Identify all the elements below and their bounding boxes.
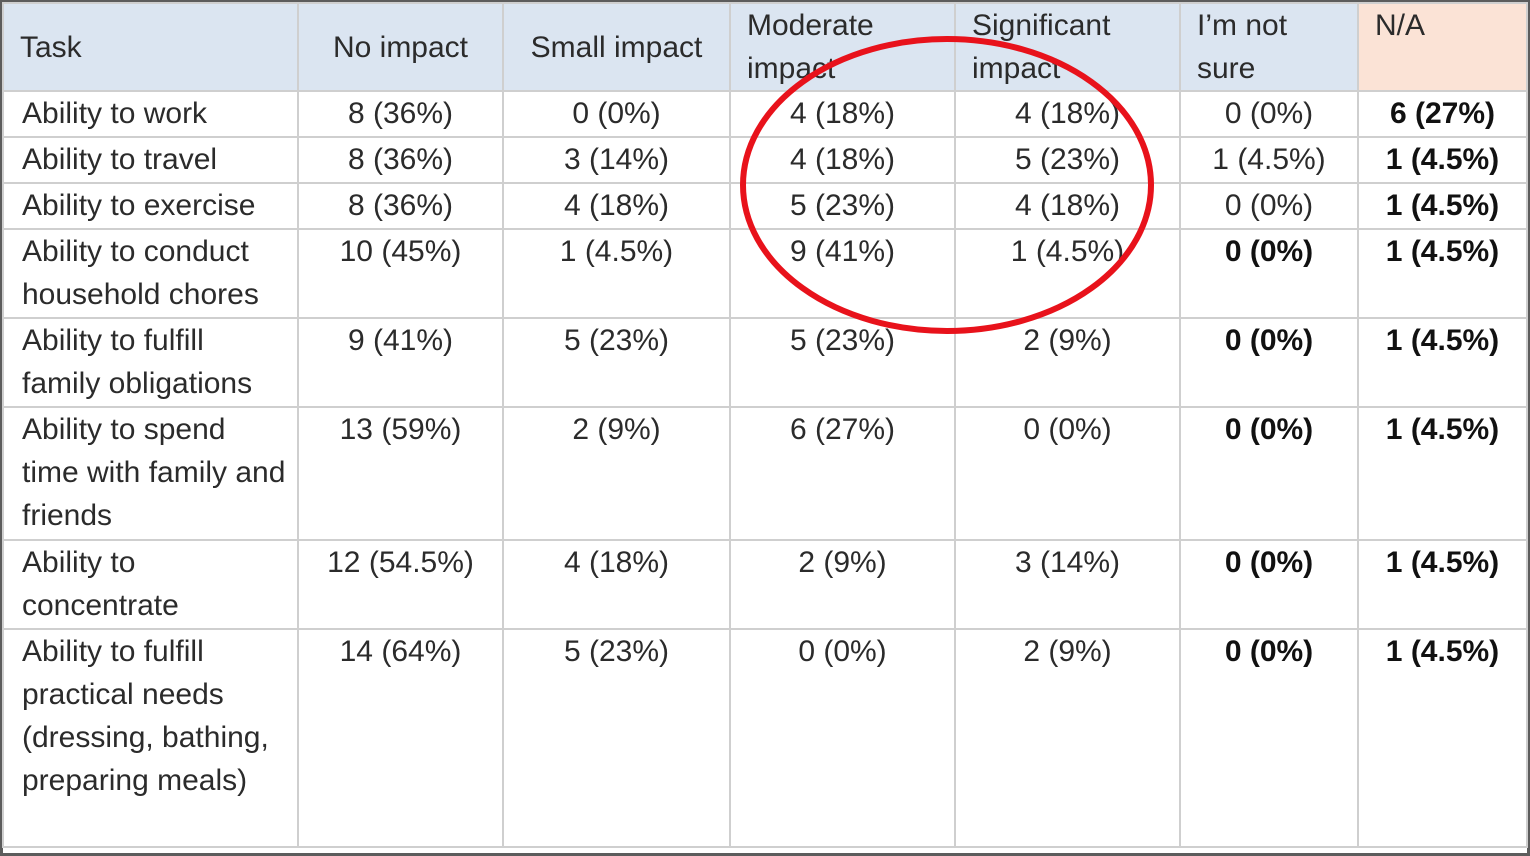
- significant-impact-cell: 4 (18%): [954, 182, 1181, 230]
- na-cell: 1 (4.5%): [1357, 406, 1528, 541]
- header-not-sure: I’m not sure: [1179, 2, 1359, 92]
- table-row: Ability to exercise 8 (36%) 4 (18%) 5 (2…: [2, 182, 1528, 230]
- task-cell: Ability to travel: [2, 136, 299, 184]
- moderate-impact-cell: 9 (41%): [729, 228, 956, 319]
- table-row: Ability to conduct household chores 10 (…: [2, 228, 1528, 319]
- task-cell: Ability to fulfill family obligations: [2, 317, 299, 408]
- not-sure-cell: 0 (0%): [1179, 317, 1359, 408]
- small-impact-cell: 5 (23%): [502, 628, 731, 848]
- moderate-impact-cell: 5 (23%): [729, 317, 956, 408]
- significant-impact-cell: 3 (14%): [954, 539, 1181, 630]
- header-no-impact: No impact: [297, 2, 504, 92]
- na-cell: 1 (4.5%): [1357, 182, 1528, 230]
- na-cell: 1 (4.5%): [1357, 136, 1528, 184]
- significant-impact-cell: 5 (23%): [954, 136, 1181, 184]
- moderate-impact-cell: 6 (27%): [729, 406, 956, 541]
- small-impact-cell: 5 (23%): [502, 317, 731, 408]
- na-cell: 1 (4.5%): [1357, 628, 1528, 848]
- no-impact-cell: 9 (41%): [297, 317, 504, 408]
- task-cell: Ability to work: [2, 90, 299, 138]
- not-sure-cell: 0 (0%): [1179, 90, 1359, 138]
- small-impact-cell: 3 (14%): [502, 136, 731, 184]
- significant-impact-cell: 1 (4.5%): [954, 228, 1181, 319]
- not-sure-cell: 0 (0%): [1179, 539, 1359, 630]
- na-cell: 1 (4.5%): [1357, 539, 1528, 630]
- na-cell: 1 (4.5%): [1357, 317, 1528, 408]
- significant-impact-cell: 4 (18%): [954, 90, 1181, 138]
- table-row: Ability to fulfill practical needs (dres…: [2, 628, 1528, 848]
- table-row: Ability to spend time with family and fr…: [2, 406, 1528, 541]
- task-cell: Ability to conduct household chores: [2, 228, 299, 319]
- header-na: N/A: [1357, 2, 1528, 92]
- not-sure-cell: 0 (0%): [1179, 406, 1359, 541]
- header-task: Task: [2, 2, 299, 92]
- na-cell: 6 (27%): [1357, 90, 1528, 138]
- table-row: Ability to work 8 (36%) 0 (0%) 4 (18%) 4…: [2, 90, 1528, 138]
- no-impact-cell: 8 (36%): [297, 136, 504, 184]
- table-row: Ability to fulfill family obligations 9 …: [2, 317, 1528, 408]
- moderate-impact-cell: 0 (0%): [729, 628, 956, 848]
- table-row: Ability to travel 8 (36%) 3 (14%) 4 (18%…: [2, 136, 1528, 184]
- header-small-impact: Small impact: [502, 2, 731, 92]
- no-impact-cell: 14 (64%): [297, 628, 504, 848]
- significant-impact-cell: 2 (9%): [954, 628, 1181, 848]
- small-impact-cell: 0 (0%): [502, 90, 731, 138]
- na-cell: 1 (4.5%): [1357, 228, 1528, 319]
- task-cell: Ability to fulfill practical needs (dres…: [2, 628, 299, 848]
- not-sure-cell: 1 (4.5%): [1179, 136, 1359, 184]
- moderate-impact-cell: 2 (9%): [729, 539, 956, 630]
- moderate-impact-cell: 4 (18%): [729, 90, 956, 138]
- header-moderate-impact: Moderate impact: [729, 2, 956, 92]
- small-impact-cell: 4 (18%): [502, 182, 731, 230]
- not-sure-cell: 0 (0%): [1179, 182, 1359, 230]
- no-impact-cell: 8 (36%): [297, 182, 504, 230]
- task-cell: Ability to spend time with family and fr…: [2, 406, 299, 541]
- no-impact-cell: 12 (54.5%): [297, 539, 504, 630]
- significant-impact-cell: 2 (9%): [954, 317, 1181, 408]
- moderate-impact-cell: 5 (23%): [729, 182, 956, 230]
- small-impact-cell: 2 (9%): [502, 406, 731, 541]
- small-impact-cell: 4 (18%): [502, 539, 731, 630]
- table-row: Ability to concentrate 12 (54.5%) 4 (18%…: [2, 539, 1528, 630]
- moderate-impact-cell: 4 (18%): [729, 136, 956, 184]
- header-significant-impact: Significant impact: [954, 2, 1181, 92]
- task-cell: Ability to concentrate: [2, 539, 299, 630]
- not-sure-cell: 0 (0%): [1179, 628, 1359, 848]
- not-sure-cell: 0 (0%): [1179, 228, 1359, 319]
- header-row: Task No impact Small impact Moderate imp…: [2, 2, 1528, 92]
- small-impact-cell: 1 (4.5%): [502, 228, 731, 319]
- no-impact-cell: 8 (36%): [297, 90, 504, 138]
- significant-impact-cell: 0 (0%): [954, 406, 1181, 541]
- task-cell: Ability to exercise: [2, 182, 299, 230]
- no-impact-cell: 10 (45%): [297, 228, 504, 319]
- no-impact-cell: 13 (59%): [297, 406, 504, 541]
